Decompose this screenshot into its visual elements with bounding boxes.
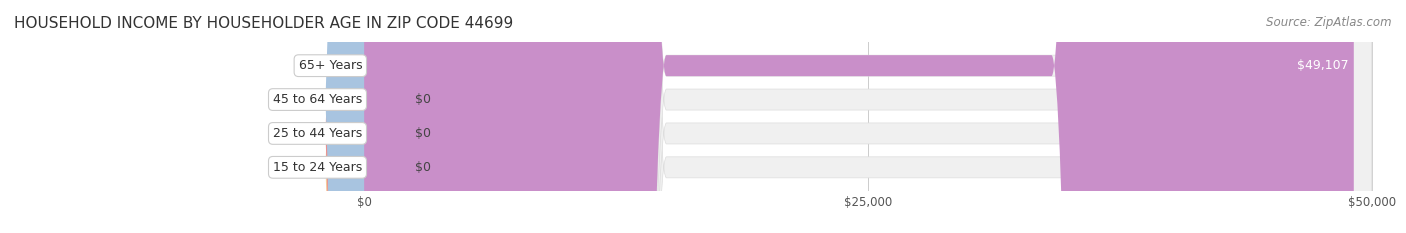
FancyBboxPatch shape — [364, 0, 1372, 233]
Text: $0: $0 — [415, 161, 430, 174]
FancyBboxPatch shape — [323, 0, 444, 233]
Text: $49,107: $49,107 — [1298, 59, 1348, 72]
Text: 45 to 64 Years: 45 to 64 Years — [273, 93, 363, 106]
FancyBboxPatch shape — [323, 0, 444, 233]
FancyBboxPatch shape — [364, 0, 1372, 233]
Text: $0: $0 — [415, 127, 430, 140]
FancyBboxPatch shape — [364, 0, 1354, 233]
FancyBboxPatch shape — [323, 0, 444, 233]
FancyBboxPatch shape — [364, 0, 1372, 233]
Text: HOUSEHOLD INCOME BY HOUSEHOLDER AGE IN ZIP CODE 44699: HOUSEHOLD INCOME BY HOUSEHOLDER AGE IN Z… — [14, 16, 513, 31]
Text: 25 to 44 Years: 25 to 44 Years — [273, 127, 363, 140]
Text: 65+ Years: 65+ Years — [298, 59, 363, 72]
Text: 15 to 24 Years: 15 to 24 Years — [273, 161, 363, 174]
FancyBboxPatch shape — [364, 0, 1372, 233]
Text: $0: $0 — [415, 93, 430, 106]
Text: Source: ZipAtlas.com: Source: ZipAtlas.com — [1267, 16, 1392, 29]
